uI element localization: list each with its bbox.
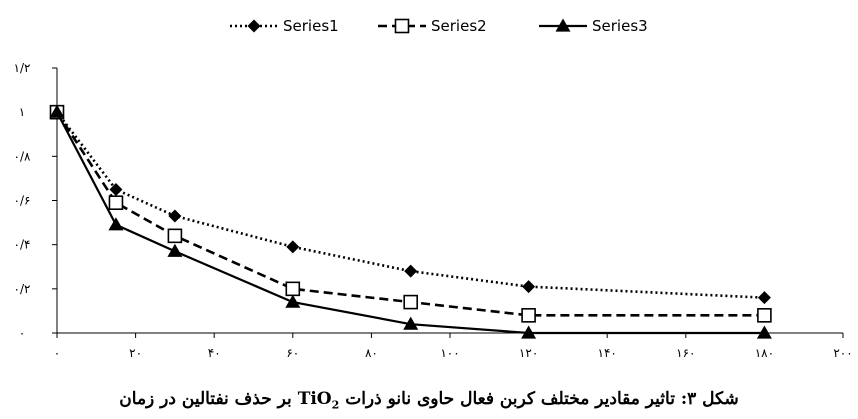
x-tick-label: ٠ [54,346,60,360]
x-tick-label: ١٠٠ [440,346,459,360]
y-tick-label: ١ [19,105,25,119]
series-3-point [521,325,537,339]
x-tick-label: ٢٠ [129,346,142,360]
legend-item-2: Series2 [378,17,487,35]
y-tick-label: ١/٢ [14,61,31,75]
series-1-point [168,209,182,223]
series-2-point [757,308,772,323]
y-tick-label: ٠/٨ [14,149,31,163]
series-1-point [109,182,123,196]
y-tick-label: ٠ [19,326,25,340]
series-3-point [108,217,124,231]
series-2 [49,104,772,323]
legend-swatch-marker [247,19,261,33]
series-2-line [55,111,765,317]
series-1 [50,105,771,305]
legend-label: Series1 [283,17,339,35]
legend-label: Series3 [592,17,648,35]
series-2-point [285,281,301,297]
series-1-point [757,291,771,305]
x-tick-label: ٢٠٠ [833,346,852,360]
line-chart: Series1 Series2 Series3 ٠ ٢٠ ۴٠ ۶٠ ٨٠ ١٠٠ ١٢٠ ١۴٠… [14,17,853,360]
series-3-point [285,294,301,308]
x-tick-label: ١۶٠ [676,346,695,360]
x-tick-label: ١٢٠ [519,346,538,360]
series-2-point [403,294,419,310]
series-2-point [167,228,183,244]
series-2-point [108,195,124,211]
x-tick-label: ۴٠ [208,346,221,360]
figure-caption: شکل ۳: تاثیر مقادیر مختلف کربن فعال حاوی… [0,389,858,411]
x-tick-label: ۶٠ [286,346,299,360]
legend-item-3: Series3 [539,17,648,35]
series-2-point [521,308,536,323]
caption-formula-subscript: 2 [331,398,340,412]
series-1-point [404,264,418,278]
x-tick-label: ٨٠ [365,346,378,360]
series-3-point [167,243,183,257]
caption-formula: TiO2 [297,389,340,412]
y-tick-label: ٠/۶ [14,194,31,208]
legend-swatch-marker [394,18,410,34]
series-3-point [756,325,772,339]
axes: ٠ ٢٠ ۴٠ ۶٠ ٨٠ ١٠٠ ١٢٠ ١۴٠ ١۶٠ ١٨٠ ٢٠٠ ٠ ٠/٢ ٠/۴ ٠/۶ ٠/٨… [14,61,853,360]
caption-formula-text: TiO [297,389,332,409]
caption-text-before: شکل ۳: تاثیر مقادیر مختلف کربن فعال حاوی… [339,389,739,409]
x-tick-label: ١۴٠ [598,346,617,360]
x-tick-label: ١٨٠ [755,346,774,360]
series-1-point [286,240,300,254]
series-layer [49,104,772,339]
y-tick-label: ٠/۴ [14,238,31,252]
series-3 [49,104,772,339]
caption-text-after: بر حذف نفتالین در زمان [119,389,298,409]
series-3-point [403,316,419,330]
series-1-point [522,280,536,294]
legend-item-1: Series1 [230,17,339,35]
y-tick-label: ٠/٢ [14,282,31,296]
legend-swatch-marker [555,18,571,32]
legend: Series1 Series2 Series3 [230,17,648,35]
legend-label: Series2 [431,17,487,35]
series-3-point [49,104,65,118]
